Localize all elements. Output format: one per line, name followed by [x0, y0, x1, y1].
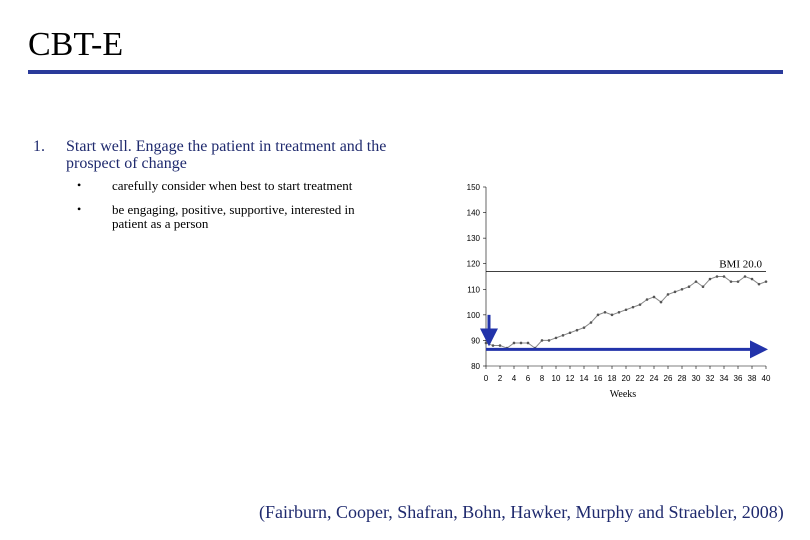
weight-data-point: [491, 344, 495, 347]
weight-data-point: [764, 280, 768, 283]
weight-data-point: [575, 328, 579, 332]
weight-data-point: [680, 287, 684, 291]
weight-data-point: [582, 326, 586, 329]
x-tick-label: 34: [720, 374, 729, 383]
weight-data-point: [652, 295, 656, 299]
y-tick-label: 90: [471, 336, 480, 345]
x-tick-label: 8: [540, 374, 545, 383]
weight-data-point: [540, 339, 544, 342]
x-tick-label: 18: [608, 374, 617, 383]
x-tick-label: 0: [484, 374, 489, 383]
x-tick-label: 26: [664, 374, 673, 383]
weight-data-point: [645, 298, 649, 301]
weight-data-point: [701, 285, 705, 289]
weight-data-point: [729, 280, 733, 283]
bullet-marker-1: •: [77, 178, 82, 192]
weight-data-point: [547, 339, 551, 342]
weight-data-point: [708, 277, 712, 281]
x-tick-label: 38: [748, 374, 757, 383]
weight-data-point: [666, 293, 670, 296]
y-tick-label: 120: [467, 260, 481, 269]
weight-data-point: [736, 280, 740, 283]
weight-data-point: [631, 305, 635, 309]
weight-data-point: [659, 300, 663, 304]
y-tick-label: 110: [467, 285, 480, 294]
x-tick-label: 30: [692, 374, 701, 383]
weight-data-point: [568, 331, 572, 335]
weight-data-point: [617, 311, 621, 314]
bullet-marker-2: •: [77, 202, 82, 216]
bmi-reference-label: BMI 20.0: [719, 258, 762, 270]
weight-data-point: [519, 341, 523, 345]
weight-data-point: [687, 285, 691, 289]
title-underline: [28, 70, 783, 74]
weight-data-point: [624, 308, 628, 312]
x-tick-label: 36: [734, 374, 743, 383]
x-tick-label: 16: [594, 374, 603, 383]
slide-title: CBT-E: [28, 26, 124, 63]
x-tick-label: 4: [512, 374, 517, 383]
x-tick-label: 2: [498, 374, 503, 383]
y-tick-label: 80: [471, 362, 480, 371]
x-tick-label: 40: [762, 374, 771, 383]
x-tick-label: 12: [566, 374, 575, 383]
x-tick-label: 20: [622, 374, 631, 383]
weight-data-point: [743, 275, 747, 278]
weight-data-point: [722, 275, 726, 278]
weight-data-point: [638, 303, 642, 306]
weight-data-point: [484, 341, 488, 345]
x-axis-title: Weeks: [610, 389, 637, 400]
weight-data-point: [757, 282, 761, 286]
weight-data-point: [750, 277, 754, 281]
weight-data-point: [603, 311, 607, 314]
weight-data-point: [694, 280, 698, 283]
point-text: Start well. Engage the patient in treatm…: [66, 138, 387, 172]
x-tick-label: 10: [552, 374, 561, 383]
y-tick-label: 100: [467, 311, 481, 320]
x-tick-label: 32: [706, 374, 715, 383]
weight-data-point: [526, 341, 530, 345]
weight-series-line: [485, 275, 767, 349]
bullet-text-1: carefully consider when best to start tr…: [112, 178, 353, 193]
weight-data-point: [512, 341, 516, 345]
x-tick-label: 6: [526, 374, 531, 383]
weight-data-point: [589, 321, 593, 324]
bullet-text-2: be engaging, positive, supportive, inter…: [112, 202, 355, 231]
weight-data-point: [715, 275, 719, 278]
weight-data-point: [673, 290, 677, 294]
x-tick-label: 28: [678, 374, 687, 383]
x-tick-label: 22: [636, 374, 645, 383]
point-number: 1.: [33, 138, 45, 155]
y-tick-label: 130: [467, 234, 481, 243]
weight-data-point: [610, 313, 614, 317]
weight-data-point: [596, 313, 600, 317]
weight-data-point: [498, 344, 502, 347]
y-tick-label: 140: [467, 209, 481, 218]
citation: (Fairburn, Cooper, Shafran, Bohn, Hawker…: [259, 502, 784, 522]
y-tick-label: 150: [467, 183, 481, 192]
x-tick-label: 24: [650, 374, 659, 383]
weight-data-point: [554, 336, 558, 340]
weight-data-point: [561, 334, 565, 337]
x-tick-label: 14: [580, 374, 589, 383]
